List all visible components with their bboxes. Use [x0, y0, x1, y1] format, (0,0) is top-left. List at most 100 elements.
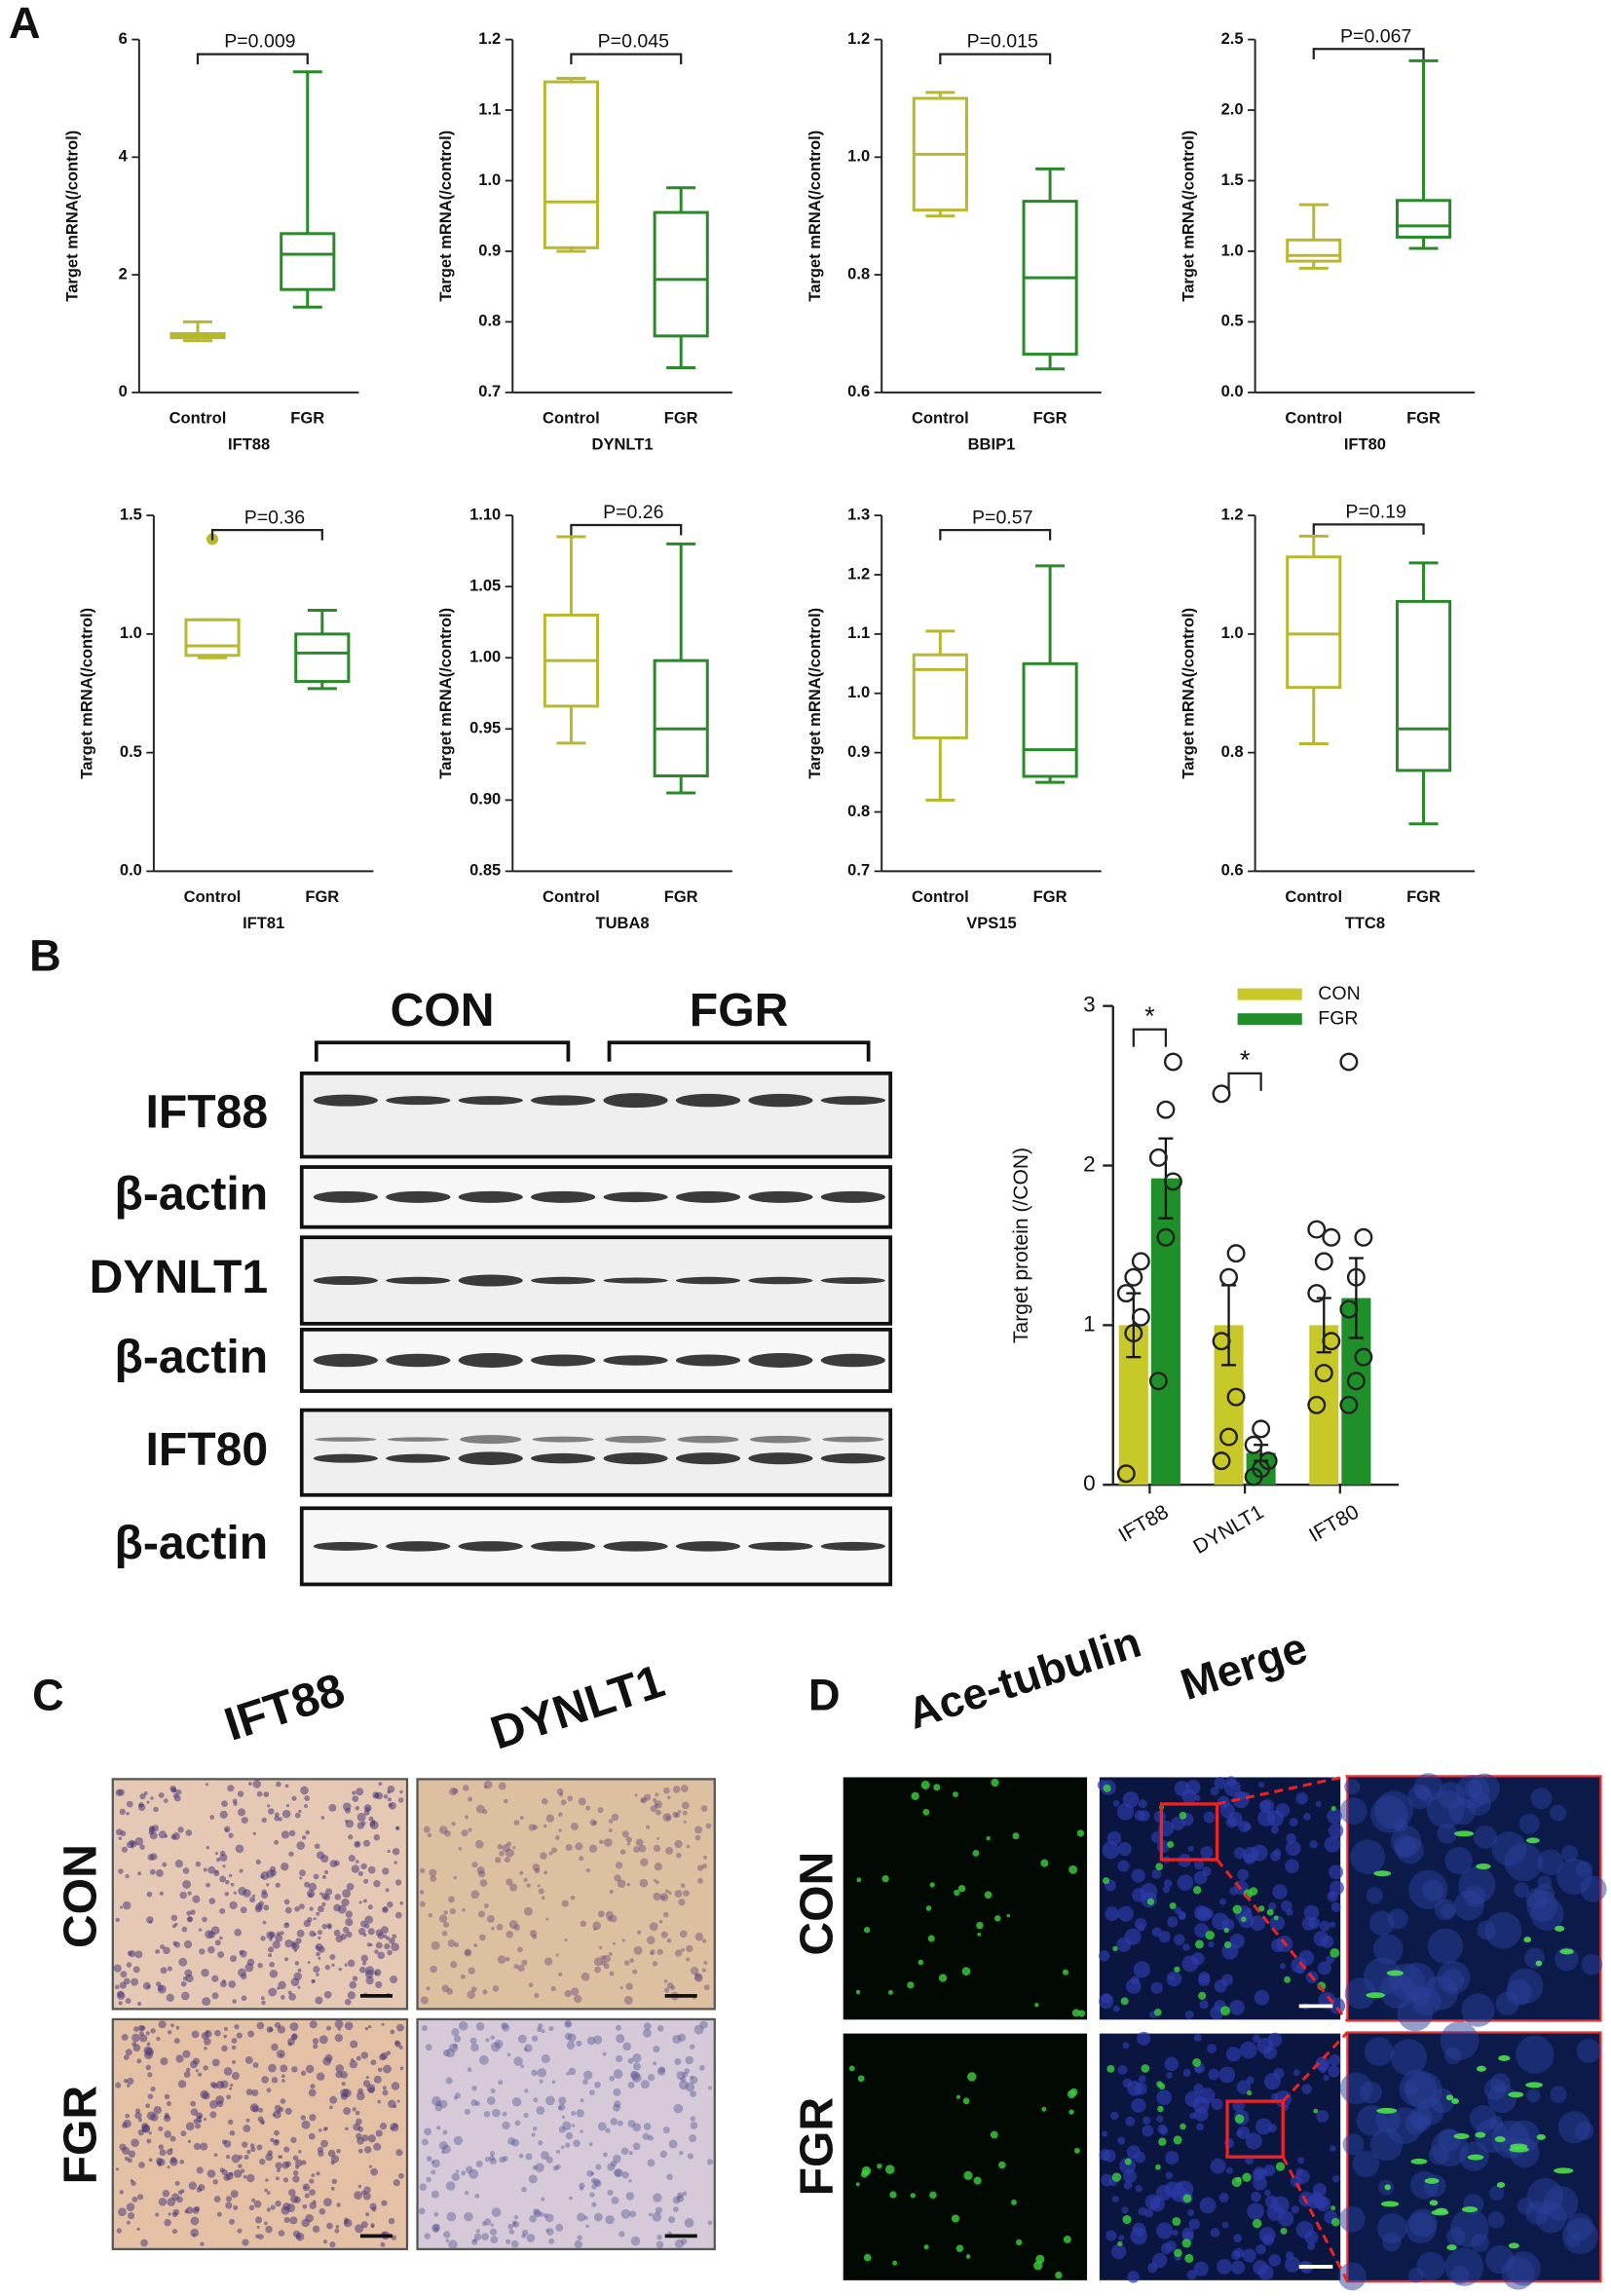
- micrograph-texture: [364, 2026, 369, 2031]
- micrograph-texture: [961, 1967, 971, 1976]
- micrograph-texture: [155, 2212, 160, 2217]
- micrograph-texture: [421, 2138, 429, 2146]
- micrograph-texture: [432, 2223, 440, 2232]
- micrograph-texture: [1229, 1999, 1245, 2015]
- micrograph-texture: [1352, 2150, 1380, 2178]
- micrograph-texture: [621, 1938, 625, 1942]
- micrograph-texture: [373, 1834, 381, 1841]
- micrograph-texture: [445, 2077, 453, 2085]
- y-tick-label: 1.0: [847, 147, 870, 166]
- y-tick-label: 0.6: [847, 382, 870, 400]
- p-bracket: [1312, 48, 1425, 59]
- micrograph-texture: [140, 2239, 148, 2247]
- micrograph-texture: [268, 1946, 275, 1953]
- micrograph-texture: [1236, 2080, 1252, 2094]
- micrograph-texture: [1210, 2158, 1226, 2174]
- micrograph-texture: [313, 1966, 320, 1974]
- micrograph-texture: [1198, 1991, 1207, 2000]
- micrograph-texture: [172, 2208, 180, 2216]
- micrograph-texture: [1416, 2251, 1445, 2281]
- micrograph-texture: [1405, 2112, 1428, 2135]
- micrograph-texture: [244, 1963, 254, 1973]
- micrograph-texture: [383, 1794, 389, 1799]
- micrograph-texture: [650, 1805, 657, 1813]
- micrograph-texture: [375, 1980, 383, 1988]
- micrograph-texture: [345, 1910, 354, 1918]
- micrograph-texture: [1166, 2072, 1173, 2079]
- data-point: [1212, 1084, 1231, 1104]
- micrograph-texture: [119, 2190, 124, 2195]
- micrograph-texture: [117, 1991, 126, 2000]
- micrograph-texture: [660, 1896, 665, 1900]
- micrograph-texture: [615, 2054, 623, 2063]
- micrograph-texture: [347, 1959, 356, 1968]
- micrograph-texture: [1199, 2197, 1217, 2214]
- blot-band: [531, 1190, 596, 1203]
- micrograph-texture: [278, 1980, 286, 1990]
- micrograph-texture: [191, 2030, 200, 2039]
- micrograph-texture: [175, 2025, 180, 2030]
- micrograph-texture: [694, 1834, 701, 1841]
- micrograph-texture: [1263, 2164, 1276, 2176]
- micrograph-texture: [387, 1949, 393, 1956]
- micrograph-texture: [126, 1811, 130, 1816]
- micrograph-texture: [1580, 1875, 1607, 1902]
- micrograph-texture: [138, 1802, 144, 1808]
- y-tick-label: 1.0: [478, 170, 501, 189]
- micrograph-texture: [322, 2198, 332, 2207]
- micrograph-texture: [1255, 2118, 1272, 2135]
- micrograph-texture: [592, 1921, 602, 1931]
- micrograph-texture: [1298, 1949, 1315, 1966]
- micrograph-texture: [860, 2170, 869, 2178]
- micrograph-texture: [225, 2196, 233, 2202]
- micrograph-texture: [1523, 1937, 1532, 1943]
- micrograph-texture: [256, 2021, 265, 2030]
- micrograph-texture: [243, 2174, 247, 2179]
- p-value: P=0.015: [967, 31, 1038, 53]
- data-point: [1116, 1464, 1136, 1484]
- micrograph-texture: [192, 2057, 200, 2065]
- micrograph-texture: [635, 1838, 644, 1847]
- micrograph-texture: [540, 2151, 549, 2160]
- x-tick-label: Control: [1285, 887, 1342, 906]
- micrograph-texture: [479, 1934, 486, 1941]
- micrograph-texture: [1428, 2144, 1449, 2165]
- micrograph-texture: [352, 1976, 358, 1981]
- micrograph-texture: [352, 2107, 356, 2112]
- micrograph-texture: [977, 1932, 982, 1937]
- micrograph-texture: [228, 1832, 234, 1838]
- micrograph-texture: [394, 1879, 402, 1886]
- micrograph-texture: [274, 2104, 281, 2112]
- box: [184, 618, 241, 658]
- column-label: Ace-tubulin: [902, 1617, 1147, 1739]
- micrograph-texture: [201, 2032, 209, 2040]
- blot-band: [386, 1190, 451, 1203]
- micrograph-texture: [655, 1880, 659, 1885]
- micrograph-texture: [287, 2188, 296, 2197]
- micrograph-texture: [605, 1910, 614, 1919]
- blot-band: [675, 1093, 741, 1108]
- blot-band: [458, 1451, 523, 1465]
- micrograph-texture: [290, 1977, 300, 1987]
- micrograph-texture: [1199, 2000, 1209, 2010]
- micrograph-texture: [382, 2086, 387, 2090]
- data-point: [1307, 1220, 1327, 1239]
- micrograph-texture: [280, 2064, 288, 2073]
- row-label: CON: [54, 1844, 106, 1948]
- micrograph-texture: [1138, 2075, 1146, 2084]
- p-bracket: [939, 53, 1052, 65]
- micrograph-texture: [1208, 2068, 1219, 2081]
- micrograph-texture: [280, 1931, 284, 1936]
- micrograph-texture: [564, 1938, 568, 1942]
- micrograph-texture: [650, 1951, 654, 1956]
- micrograph-texture: [513, 1820, 520, 1826]
- micrograph: [841, 1775, 1090, 2022]
- micrograph-texture: [1280, 2227, 1288, 2235]
- micrograph-texture: [558, 1828, 562, 1832]
- micrograph-texture: [656, 2024, 664, 2032]
- micrograph-texture: [167, 2198, 176, 2206]
- micrograph-texture: [443, 2231, 451, 2239]
- micrograph-texture: [656, 1948, 663, 1956]
- micrograph-texture: [963, 2170, 973, 2180]
- micrograph-texture: [371, 2206, 377, 2212]
